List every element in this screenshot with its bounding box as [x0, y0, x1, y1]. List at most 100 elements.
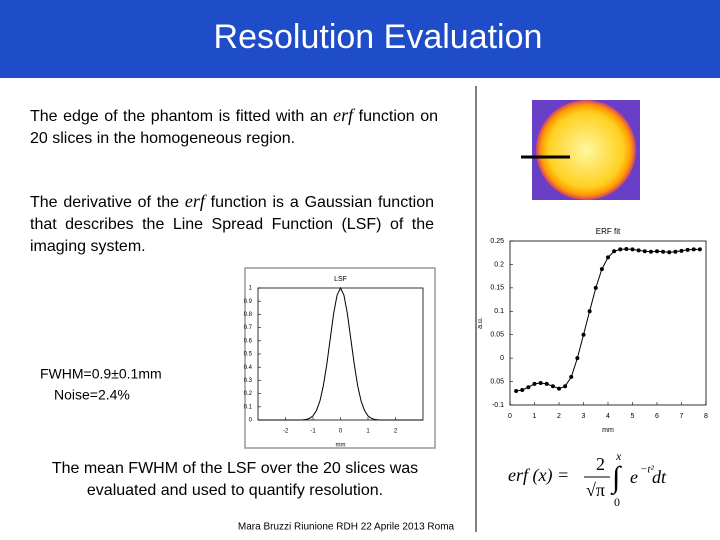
point — [685, 247, 690, 252]
y-tick-label: 0.05 — [490, 332, 504, 339]
x-tick-label: 1 — [366, 429, 370, 435]
title-bar: Resolution Evaluation — [0, 0, 720, 78]
point — [550, 384, 555, 389]
y-axis-label: a.u. — [477, 317, 484, 329]
point — [520, 388, 525, 393]
point — [667, 250, 672, 255]
y-tick-label: 0.8 — [244, 312, 253, 318]
formula-text: erf (x) = — [508, 465, 569, 486]
x-tick-label: 4 — [606, 413, 610, 420]
formula-text: ∫ — [610, 461, 622, 496]
y-tick-label: 0.05 — [490, 378, 504, 385]
paragraph: The mean FWHM of the LSF over the 20 sli… — [20, 458, 450, 502]
x-tick-label: 1 — [533, 413, 537, 420]
formula-text: x — [615, 449, 622, 463]
y-tick-label: 0 — [500, 355, 504, 362]
point — [532, 381, 537, 386]
point — [661, 249, 666, 254]
x-tick-label: 6 — [655, 413, 659, 420]
x-tick-label: 3 — [582, 413, 586, 420]
y-tick-label: 0.1 — [244, 404, 253, 410]
formula-text: 0 — [614, 495, 620, 509]
text: The derivative of the — [30, 194, 185, 211]
x-axis-label: mm — [602, 427, 614, 434]
formula-text: e — [630, 467, 638, 487]
point — [642, 249, 647, 254]
formula-text: −t² — [640, 464, 654, 476]
y-tick-label: 0 — [249, 418, 253, 424]
point — [691, 247, 696, 252]
point — [526, 385, 531, 390]
point — [544, 381, 549, 386]
point — [587, 309, 592, 314]
formula: erf (x) = 2 √π ∫ x 0 e −t² dt — [508, 449, 667, 509]
plot-area — [509, 240, 707, 406]
point — [514, 388, 519, 393]
y-tick-label: 0.3 — [244, 378, 253, 384]
phantom-disc — [536, 100, 636, 200]
paragraph: The edge of the phantom is fitted with a… — [30, 104, 438, 150]
text: function is a Gaussian function that des… — [30, 194, 434, 255]
x-tick-label: 8 — [704, 413, 708, 420]
y-tick-label: 0.2 — [244, 391, 253, 397]
result-text: FWHM=0.9±0.1mm — [40, 366, 162, 382]
y-tick-label: 0.4 — [244, 365, 253, 371]
y-tick-label: -0.1 — [492, 402, 504, 409]
point — [599, 267, 604, 272]
x-tick-label: 2 — [394, 429, 398, 435]
point — [636, 248, 641, 253]
y-tick-label: 0.9 — [244, 299, 253, 305]
text: The edge of the phantom is fitted with a… — [30, 108, 334, 125]
plot-title: ERF fit — [596, 227, 621, 236]
point — [655, 249, 659, 254]
plot-title: LSF — [334, 276, 347, 283]
point — [697, 247, 702, 252]
result-text: Noise=2.4% — [54, 387, 130, 403]
point — [538, 380, 543, 385]
y-tick-label: 0.25 — [490, 238, 504, 245]
text: erf — [333, 105, 354, 125]
point — [569, 374, 574, 379]
x-tick-label: 0 — [508, 413, 512, 420]
x-tick-label: -1 — [310, 429, 316, 435]
point — [563, 384, 568, 389]
x-tick-label: 2 — [557, 413, 561, 420]
lsf-frame — [244, 267, 436, 449]
x-tick-label: -2 — [283, 429, 289, 435]
curve — [516, 248, 700, 392]
y-tick-label: 0.7 — [244, 325, 253, 331]
formula-text: dt — [652, 467, 667, 487]
point — [575, 356, 580, 361]
x-axis-label: mm — [336, 443, 346, 449]
point — [618, 247, 623, 252]
text: erf — [184, 191, 205, 211]
text: function on 20 slices in the homogeneous… — [30, 108, 439, 147]
y-tick-label: 1 — [249, 286, 253, 292]
formula-text: 2 — [596, 454, 605, 474]
point — [581, 332, 586, 337]
y-tick-label: 0.6 — [244, 338, 253, 344]
paragraph: The derivative of the erf function is a … — [30, 190, 434, 258]
y-tick-label: 0.15 — [490, 285, 504, 292]
y-tick-label: 0.1 — [494, 308, 504, 315]
point — [679, 248, 684, 253]
point — [557, 386, 561, 391]
x-tick-label: 5 — [631, 413, 635, 420]
point — [624, 246, 629, 251]
point — [593, 285, 598, 290]
text: The mean FWHM of the LSF over the 20 sli… — [51, 460, 419, 499]
y-tick-label: 0.2 — [494, 261, 504, 268]
point — [648, 249, 653, 254]
curve — [258, 286, 423, 421]
footer: Mara Bruzzi Riunione RDH 22 Aprile 2013 … — [238, 522, 455, 533]
slide-title: Resolution Evaluation — [213, 18, 543, 56]
formula-text: √π — [586, 480, 605, 500]
x-tick-label: 0 — [339, 429, 343, 435]
x-tick-label: 7 — [680, 413, 684, 420]
point — [612, 249, 617, 254]
point — [606, 255, 610, 260]
point — [673, 249, 678, 254]
point — [630, 247, 635, 252]
